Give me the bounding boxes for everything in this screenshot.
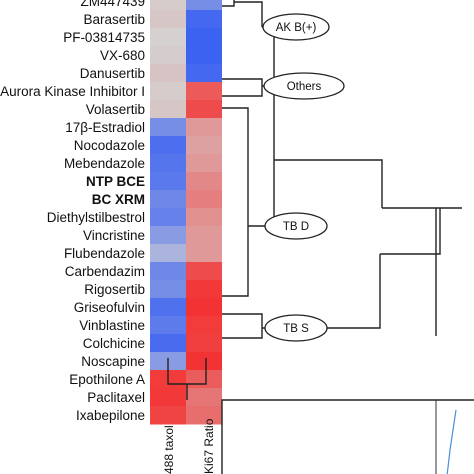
cluster-label-tbd: TB D [283,221,309,233]
dendrogram-branch-join-upper [274,159,383,208]
heatmap-cell [150,316,186,335]
heatmap-cell [186,10,222,29]
heatmap-cell [186,82,222,101]
heatmap-cell [186,334,222,353]
heatmap-cell [150,190,186,209]
heatmap-cell [186,100,222,119]
heatmap-cell [186,352,222,371]
heatmap-cell [186,406,222,425]
row-label: Epothilone A [69,372,145,387]
cluster-labels: AK B(+) Others TB D TB S [262,13,345,342]
heatmap-cell [150,100,186,119]
row-label: Paclitaxel [87,390,145,405]
heatmap-cell [150,280,186,299]
row-label: Flubendazole [64,246,145,261]
heatmap-cell [186,280,222,299]
heatmap-cell [186,226,222,245]
row-label: Volasertib [86,102,145,117]
heatmap-cell [150,388,186,407]
heatmap-cell [150,226,186,245]
heatmap-cell [186,316,222,335]
row-label: Nocodazole [74,138,145,153]
row-dendrogram [222,0,462,339]
heatmap-cell [150,334,186,353]
cluster-label-others: Others [287,81,322,93]
inset-plot-frame [221,399,474,474]
heatmap-cell [150,172,186,191]
row-label: Mebendazole [64,156,145,171]
heatmap-cell [186,118,222,137]
row-label: Diethylstilbestrol [47,210,145,225]
heatmap-cell [186,244,222,263]
heatmap-cell [150,82,186,101]
dendrogram-branch-root [380,207,462,336]
heatmap-cell [186,172,222,191]
row-label: Noscapine [81,354,145,369]
heatmap-cell [150,262,186,281]
heatmap-cell [186,370,222,389]
cluster-label-tbs: TB S [283,323,309,335]
row-label: Colchicine [83,336,145,351]
heatmap-cell [150,136,186,155]
dendrogram-branch-tbd [222,107,275,297]
row-label: Rigosertib [84,282,145,297]
heatmap-cell [150,298,186,317]
column-label-ki67: Ki67 Ratio [202,418,216,474]
heatmap-cell [186,262,222,281]
row-label: Vincristine [83,228,145,243]
row-label: ZM447439 [80,0,145,9]
heatmap-cell [150,64,186,83]
row-label: Danusertib [80,66,145,81]
heatmap-cell [150,46,186,65]
column-dendrogram-branch [167,358,207,400]
cluster-ellipse-akb [262,13,330,41]
heatmap-cells [150,0,222,425]
heatmap-cell [150,208,186,227]
cluster-ellipse-tbs [264,314,328,342]
column-dendrogram [167,358,207,400]
row-label: Carbendazim [65,264,145,279]
row-label: Aurora Kinase Inhibitor I [0,84,145,99]
column-labels: 488 taxol Ki67 Ratio [162,418,216,474]
heatmap-cell [150,28,186,47]
heatmap-cell [186,136,222,155]
heatmap-cell [150,0,186,11]
dendrogram-branch-akb [222,0,263,27]
heatmap-cell [186,208,222,227]
row-label: PF-03814735 [63,30,145,45]
row-label: BC XRM [92,192,145,207]
row-label: 17β-Estradiol [65,120,145,135]
cluster-ellipse-others [263,72,345,100]
column-label-taxol: 488 taxol [162,425,176,474]
heatmap-cell [186,64,222,83]
cluster-label-akb: AK B(+) [276,22,317,34]
row-label: VX-680 [100,48,145,63]
heatmap-cell [150,10,186,29]
heatmap-cell [186,28,222,47]
row-label: Griseofulvin [74,300,145,315]
heatmap-cell [150,154,186,173]
heatmap-cell [186,46,222,65]
heatmap-cell [186,388,222,407]
heatmap-cell [186,190,222,209]
heatmap-cell [186,0,222,11]
row-label: NTP BCE [86,174,145,189]
row-label: Vinblastine [79,318,145,333]
heatmap-cell [150,244,186,263]
row-labels: ZM447439 Barasertib PF-03814735 VX-680 Danus… [0,0,145,423]
row-label: Barasertib [83,12,145,27]
heatmap-cell [150,406,186,425]
inset-plot-curve [446,409,457,474]
heatmap-cell [186,154,222,173]
inset-plot-panel [221,399,474,474]
cluster-ellipse-tbd [264,212,328,240]
heatmap-cell [186,298,222,317]
heatmap-cell [150,118,186,137]
row-label: Ixabepilone [76,408,145,423]
